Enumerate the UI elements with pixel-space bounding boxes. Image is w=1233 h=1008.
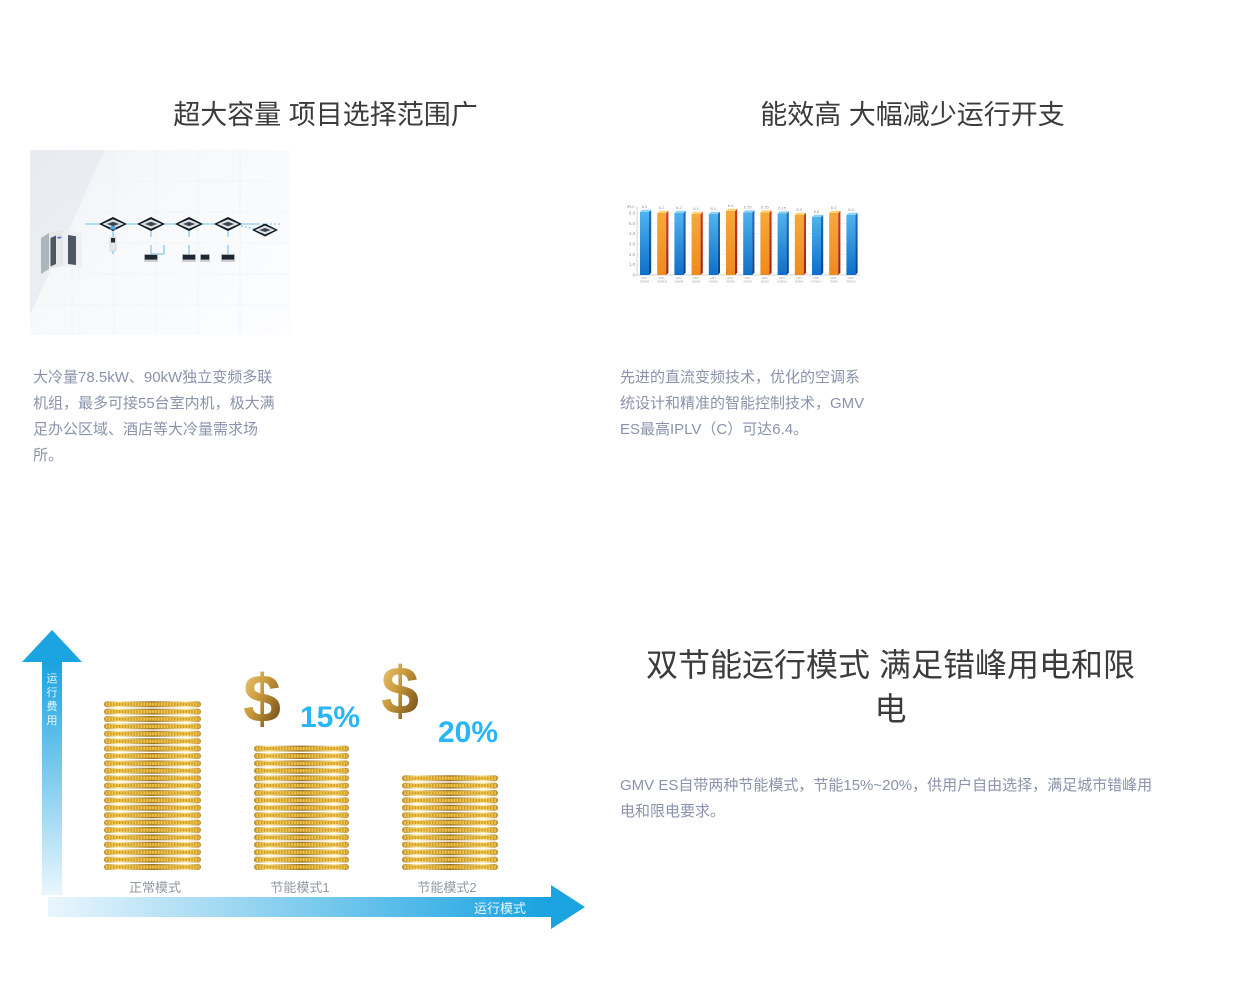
- svg-text:GMV-: GMV-: [710, 276, 717, 280]
- svg-text:350WM: 350WM: [640, 280, 649, 284]
- svg-text:785WLA: 785WLA: [846, 280, 856, 284]
- svg-text:1.0: 1.0: [629, 262, 636, 267]
- svg-text:GMV-: GMV-: [779, 276, 786, 280]
- svg-text:运行模式: 运行模式: [474, 901, 526, 916]
- svg-text:6.4: 6.4: [728, 203, 734, 208]
- svg-text:4.0: 4.0: [629, 231, 636, 236]
- svg-text:450WB: 450WB: [709, 280, 718, 284]
- svg-text:560WA: 560WA: [761, 280, 770, 284]
- svg-text:节能模式2: 节能模式2: [417, 880, 476, 895]
- svg-text:6.2: 6.2: [676, 205, 682, 210]
- svg-text:730WA: 730WA: [829, 280, 838, 284]
- svg-text:正常模式: 正常模式: [129, 880, 181, 895]
- svg-text:365WB: 365WB: [675, 280, 684, 284]
- svg-text:$: $: [381, 653, 419, 729]
- svg-text:3.0: 3.0: [629, 242, 636, 247]
- svg-text:6.1: 6.1: [711, 206, 717, 211]
- svg-text:530WA: 530WA: [743, 280, 752, 284]
- svg-text:5.8: 5.8: [814, 209, 820, 214]
- svg-text:5.0: 5.0: [629, 221, 636, 226]
- svg-text:6.15: 6.15: [778, 206, 787, 211]
- svg-text:节能模式1: 节能模式1: [270, 880, 329, 895]
- svg-text:6.1: 6.1: [693, 206, 699, 211]
- svg-text:500WA: 500WA: [726, 280, 735, 284]
- svg-text:GMV-: GMV-: [830, 276, 837, 280]
- svg-text:6.3: 6.3: [642, 204, 648, 209]
- svg-text:6.2: 6.2: [831, 205, 837, 210]
- svg-text:615WLA: 615WLA: [777, 280, 787, 284]
- svg-text:$: $: [243, 661, 281, 737]
- svg-text:GMV-: GMV-: [693, 276, 700, 280]
- svg-text:GMV-: GMV-: [676, 276, 683, 280]
- svg-text:GMV-: GMV-: [658, 276, 665, 280]
- svg-text:GMV-: GMV-: [813, 276, 820, 280]
- svg-text:400WB: 400WB: [692, 280, 701, 284]
- svg-text:20%: 20%: [438, 716, 498, 749]
- svg-text:6.2: 6.2: [659, 205, 665, 210]
- svg-text:650WA: 650WA: [795, 280, 804, 284]
- svg-text:2.0: 2.0: [629, 252, 636, 257]
- svg-text:6.0: 6.0: [797, 207, 803, 212]
- svg-text:IPLV: IPLV: [627, 205, 635, 209]
- svg-text:GMV-: GMV-: [744, 276, 751, 280]
- svg-text:GMV-: GMV-: [796, 276, 803, 280]
- svg-text:GMV-: GMV-: [727, 276, 734, 280]
- svg-text:6.25: 6.25: [744, 205, 753, 210]
- svg-text:15%: 15%: [300, 701, 360, 734]
- svg-text:GMV-: GMV-: [641, 276, 648, 280]
- svg-text:6.0: 6.0: [629, 211, 636, 216]
- svg-text:6.25: 6.25: [761, 205, 770, 210]
- svg-text:GMV-: GMV-: [762, 276, 769, 280]
- svg-text:用: 用: [47, 715, 58, 727]
- svg-text:GMV-: GMV-: [848, 276, 855, 280]
- svg-text:行: 行: [47, 686, 58, 699]
- svg-text:费: 费: [47, 700, 58, 713]
- svg-text:6.0: 6.0: [848, 207, 854, 212]
- svg-text:365WLB: 365WLB: [657, 280, 667, 284]
- svg-text:运: 运: [47, 672, 58, 685]
- svg-text:670WLA: 670WLA: [812, 280, 822, 284]
